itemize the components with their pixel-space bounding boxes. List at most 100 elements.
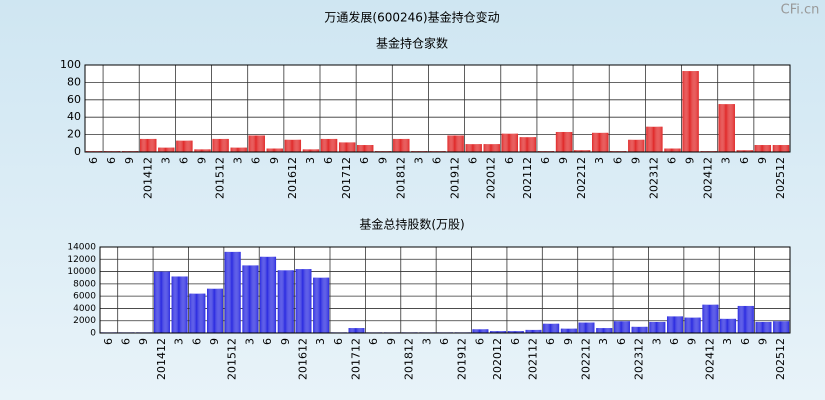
bar-shine [207,288,223,333]
bar-shine [578,322,595,333]
x-tick-label: 3 [597,338,610,345]
x-tick-label: 202012 [485,157,498,199]
x-tick-label: 3 [720,157,733,164]
x-tick-label: 9 [562,338,575,345]
x-tick-label: 9 [557,157,570,164]
bar-shine [465,144,482,152]
x-tick-label: 201412 [155,338,168,380]
bar-shine [737,305,754,333]
x-tick-label: 201712 [340,157,353,199]
bar-shine [664,148,681,152]
bar-shine [171,276,188,333]
x-tick-label: 6 [467,157,480,164]
y-tick-label: 2000 [73,316,96,326]
bar-shine [646,126,663,152]
x-tick-label: 3 [243,338,256,345]
x-tick-label: 9 [684,157,697,164]
bar-shine [153,271,170,333]
bar-shine [754,145,772,152]
bar-shine [736,150,753,152]
x-tick-label: 201812 [394,157,407,199]
x-tick-label: 6 [322,157,335,164]
y-tick-label: 8000 [73,279,96,289]
bar-shine [348,328,365,333]
x-tick-label: 6 [544,338,557,345]
bar-shine [613,321,630,333]
bar-shine [472,329,489,333]
x-tick-label: 9 [123,157,136,164]
y-tick-label: 14000 [67,243,96,253]
x-tick-label: 202512 [774,157,787,199]
y-tick-label: 80 [67,75,81,88]
x-tick-label: 9 [686,338,699,345]
x-tick-label: 201612 [286,157,299,199]
x-tick-label: 3 [721,338,734,345]
x-tick-label: 202312 [647,157,660,199]
bar-shine [320,138,338,152]
x-tick-label: 6 [739,338,752,345]
y-tick-label: 10000 [67,267,96,277]
bar-shine [525,329,542,333]
bar-shine [773,321,790,333]
plot-border [84,64,791,153]
x-tick-label: 9 [268,157,281,164]
x-tick-label: 6 [473,338,486,345]
x-tick-label: 6 [87,157,100,164]
x-tick-label: 3 [159,157,172,164]
x-tick-label: 6 [190,338,203,345]
bar-shine [266,148,283,152]
subplot-title: 基金总持股数(万股) [359,217,464,232]
bar-shine [667,316,683,333]
x-tick-label: 201912 [456,338,469,380]
bar-shine [573,150,591,152]
bar-shine [596,328,613,333]
bar-shine [507,331,524,333]
x-tick-label: 6 [503,157,516,164]
x-tick-label: 202412 [702,157,715,199]
y-tick-label: 4000 [73,304,96,314]
bar-shine [277,270,294,333]
x-tick-label: 9 [279,338,292,345]
bar-shine [230,147,247,152]
x-tick-label: 9 [756,338,769,345]
x-tick-label: 201712 [350,338,363,380]
x-tick-label: 6 [738,157,751,164]
x-tick-label: 202112 [521,157,534,199]
x-tick-label: 9 [137,338,150,345]
x-tick-label: 9 [208,338,221,345]
x-tick-label: 201512 [226,338,239,380]
x-tick-label: 9 [756,157,769,164]
bar-shine [684,317,701,333]
x-tick-label: 3 [232,157,245,164]
bar-shine [313,277,330,333]
bar-shine [555,131,573,152]
bar-shine [224,251,241,333]
x-tick-label: 201812 [403,338,416,380]
x-tick-label: 6 [261,338,274,345]
y-tick-label: 40 [67,110,81,123]
x-tick-label: 6 [332,338,345,345]
x-tick-label: 9 [196,157,209,164]
x-tick-label: 202112 [526,338,539,380]
bar-shine [702,304,719,333]
x-tick-label: 6 [367,338,380,345]
x-tick-label: 202012 [491,338,504,380]
x-tick-label: 3 [314,338,327,345]
bar-shine [194,149,211,152]
y-tick-label: 60 [67,93,81,106]
bar-shine [393,138,410,152]
bar-shine [543,323,560,333]
y-tick-label: 100 [60,58,81,71]
x-tick-label: 202212 [575,157,588,199]
bar-shine [649,321,666,333]
watermark: CFi.cn [781,3,820,18]
x-tick-label: 202212 [580,338,593,380]
bar-shine [357,145,374,152]
x-tick-label: 202512 [774,338,787,380]
bar-shine [628,139,645,152]
bar-shine [483,144,500,152]
chart-title: 万通发展(600246)基金持仓变动 [324,10,499,25]
bar-shine [718,104,735,152]
bar-shine [140,138,157,152]
